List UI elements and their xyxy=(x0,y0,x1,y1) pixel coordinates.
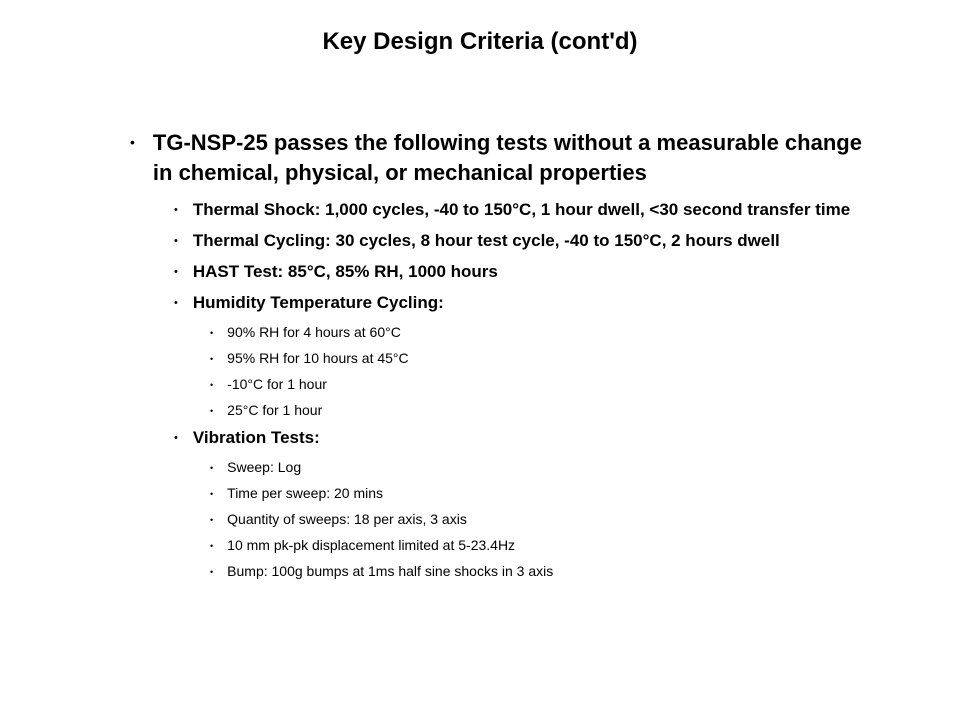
bullet-dot: • xyxy=(210,510,213,530)
hast-text: HAST Test: 85°C, 85% RH, 1000 hours xyxy=(193,261,498,284)
bullet-dot: • xyxy=(210,349,213,369)
bullet-dot: • xyxy=(210,401,213,421)
test-item: • Thermal Shock: 1,000 cycles, -40 to 15… xyxy=(174,199,870,222)
humidity-item: • 95% RH for 10 hours at 45°C xyxy=(210,349,870,369)
bullet-dot: • xyxy=(210,536,213,556)
vibration-text: Bump: 100g bumps at 1ms half sine shocks… xyxy=(227,562,553,582)
bullet-dot: • xyxy=(174,199,178,221)
intro-bullet: • TG-NSP-25 passes the following tests w… xyxy=(130,128,870,187)
bullet-dot: • xyxy=(174,292,178,314)
slide-content: • TG-NSP-25 passes the following tests w… xyxy=(0,128,960,582)
test-item: • HAST Test: 85°C, 85% RH, 1000 hours xyxy=(174,261,870,284)
humidity-item: • 90% RH for 4 hours at 60°C xyxy=(210,323,870,343)
bullet-dot: • xyxy=(210,323,213,343)
vibration-text: Sweep: Log xyxy=(227,458,301,478)
humidity-text: 90% RH for 4 hours at 60°C xyxy=(227,323,401,343)
bullet-dot: • xyxy=(210,458,213,478)
thermal-cycling-text: Thermal Cycling: 30 cycles, 8 hour test … xyxy=(193,230,780,253)
slide-title: Key Design Criteria (cont'd) xyxy=(0,28,960,56)
vibration-text: Quantity of sweeps: 18 per axis, 3 axis xyxy=(227,510,467,530)
bullet-dot: • xyxy=(174,427,178,449)
humidity-text: 95% RH for 10 hours at 45°C xyxy=(227,349,408,369)
vibration-item: • Time per sweep: 20 mins xyxy=(210,484,870,504)
bullet-dot: • xyxy=(174,230,178,252)
bullet-dot: • xyxy=(210,484,213,504)
thermal-shock-text: Thermal Shock: 1,000 cycles, -40 to 150°… xyxy=(193,199,850,222)
test-item: • Vibration Tests: xyxy=(174,427,870,450)
vibration-item: • Quantity of sweeps: 18 per axis, 3 axi… xyxy=(210,510,870,530)
humidity-text: 25°C for 1 hour xyxy=(227,401,322,421)
test-item: • Humidity Temperature Cycling: xyxy=(174,292,870,315)
vibration-text: Time per sweep: 20 mins xyxy=(227,484,383,504)
bullet-dot: • xyxy=(174,261,178,283)
vibration-header-text: Vibration Tests: xyxy=(193,427,320,450)
humidity-item: • 25°C for 1 hour xyxy=(210,401,870,421)
intro-text: TG-NSP-25 passes the following tests wit… xyxy=(153,128,870,187)
test-item: • Thermal Cycling: 30 cycles, 8 hour tes… xyxy=(174,230,870,253)
vibration-sublist: • Sweep: Log • Time per sweep: 20 mins •… xyxy=(174,458,870,582)
humidity-item: • -10°C for 1 hour xyxy=(210,375,870,395)
vibration-text: 10 mm pk-pk displacement limited at 5-23… xyxy=(227,536,515,556)
vibration-item: • Sweep: Log xyxy=(210,458,870,478)
bullet-dot: • xyxy=(130,128,135,156)
humidity-sublist: • 90% RH for 4 hours at 60°C • 95% RH fo… xyxy=(174,323,870,421)
bullet-dot: • xyxy=(210,375,213,395)
bullet-dot: • xyxy=(210,562,213,582)
test-list: • Thermal Shock: 1,000 cycles, -40 to 15… xyxy=(130,199,870,582)
vibration-item: • 10 mm pk-pk displacement limited at 5-… xyxy=(210,536,870,556)
humidity-text: -10°C for 1 hour xyxy=(227,375,327,395)
vibration-item: • Bump: 100g bumps at 1ms half sine shoc… xyxy=(210,562,870,582)
humidity-header-text: Humidity Temperature Cycling: xyxy=(193,292,444,315)
